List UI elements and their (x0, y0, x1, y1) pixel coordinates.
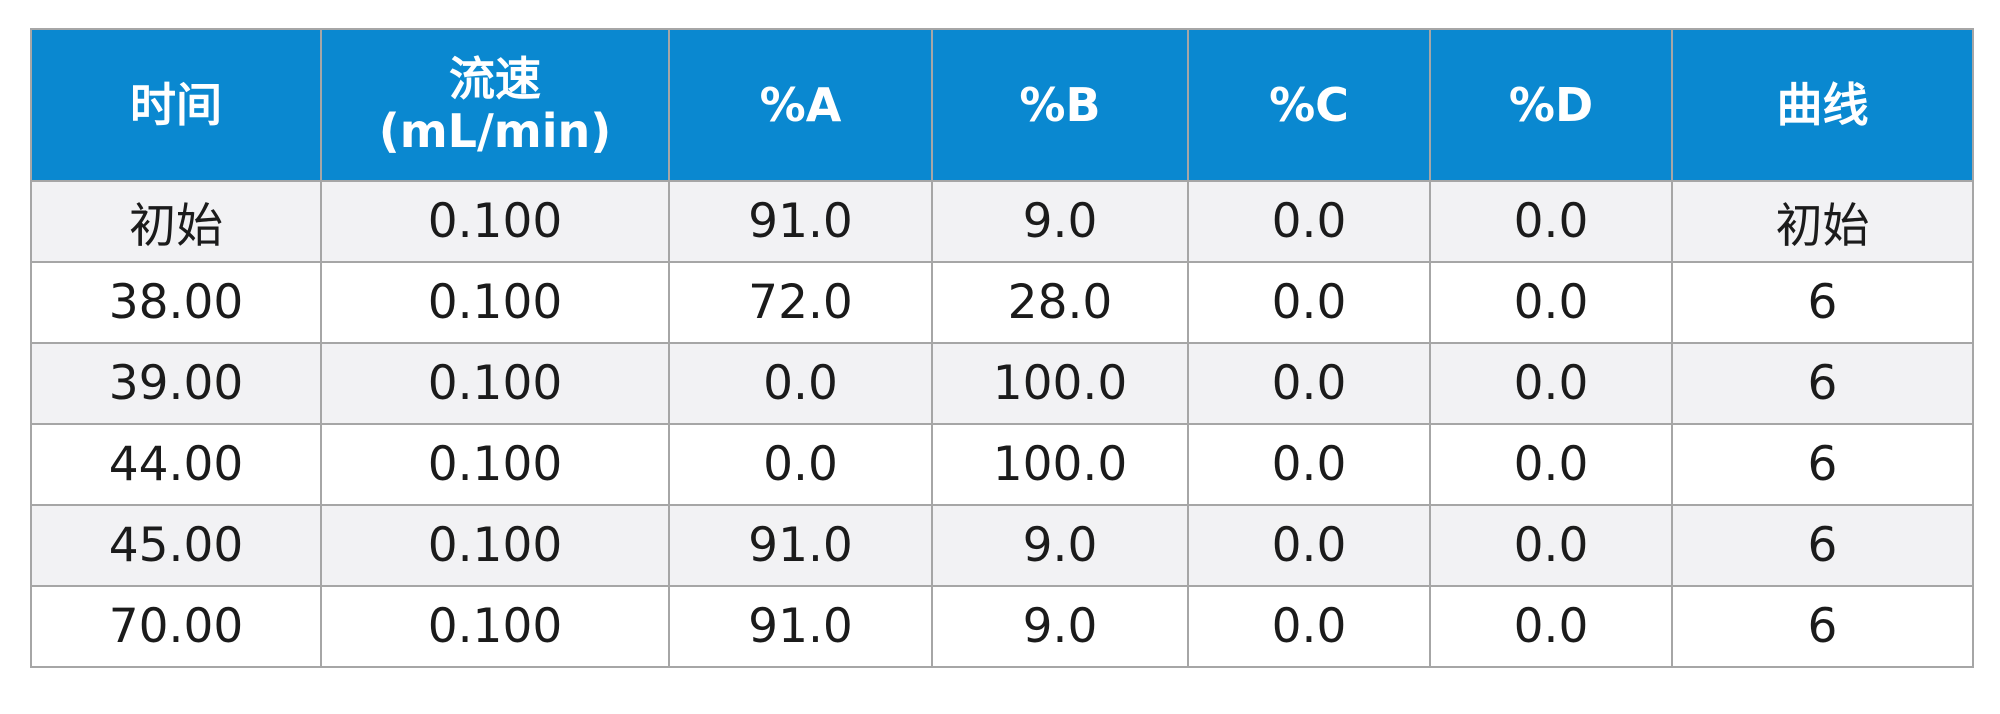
cell-time: 初始 (30, 180, 322, 263)
cell-percent-d: 0.0 (1429, 504, 1673, 587)
cell-percent-c: 0.0 (1187, 342, 1431, 425)
cell-percent-a: 91.0 (668, 504, 933, 587)
cell-percent-b: 100.0 (931, 423, 1189, 506)
cell-curve: 6 (1671, 585, 1974, 668)
header-time: 时间 (30, 28, 322, 182)
cell-percent-c: 0.0 (1187, 261, 1431, 344)
table-row: 70.00 0.100 91.0 9.0 0.0 0.0 6 (30, 585, 1974, 668)
cell-percent-a: 0.0 (668, 423, 933, 506)
cell-percent-a: 0.0 (668, 342, 933, 425)
header-percent-b: %B (931, 28, 1189, 182)
table-row: 45.00 0.100 91.0 9.0 0.0 0.0 6 (30, 504, 1974, 587)
cell-percent-c: 0.0 (1187, 504, 1431, 587)
cell-flow-rate: 0.100 (320, 342, 670, 425)
cell-percent-d: 0.0 (1429, 585, 1673, 668)
cell-percent-b: 28.0 (931, 261, 1189, 344)
cell-percent-b: 9.0 (931, 585, 1189, 668)
table-row: 39.00 0.100 0.0 100.0 0.0 0.0 6 (30, 342, 1974, 425)
gradient-table: 时间 流速 (mL/min) %A %B %C %D 曲线 初始 0.100 91… (30, 28, 1974, 668)
cell-time: 70.00 (30, 585, 322, 668)
cell-percent-a: 91.0 (668, 585, 933, 668)
cell-percent-d: 0.0 (1429, 180, 1673, 263)
cell-percent-d: 0.0 (1429, 423, 1673, 506)
header-row: 时间 流速 (mL/min) %A %B %C %D 曲线 (30, 28, 1974, 182)
cell-curve: 6 (1671, 261, 1974, 344)
table-row: 38.00 0.100 72.0 28.0 0.0 0.0 6 (30, 261, 1974, 344)
cell-flow-rate: 0.100 (320, 585, 670, 668)
cell-percent-a: 91.0 (668, 180, 933, 263)
cell-percent-c: 0.0 (1187, 585, 1431, 668)
cell-curve: 6 (1671, 342, 1974, 425)
table-row: 44.00 0.100 0.0 100.0 0.0 0.0 6 (30, 423, 1974, 506)
header-flow-rate: 流速 (mL/min) (320, 28, 670, 182)
cell-flow-rate: 0.100 (320, 180, 670, 263)
cell-percent-d: 0.0 (1429, 261, 1673, 344)
cell-curve: 初始 (1671, 180, 1974, 263)
cell-percent-d: 0.0 (1429, 342, 1673, 425)
cell-time: 45.00 (30, 504, 322, 587)
cell-flow-rate: 0.100 (320, 423, 670, 506)
header-percent-d: %D (1429, 28, 1673, 182)
header-percent-a: %A (668, 28, 933, 182)
cell-percent-b: 100.0 (931, 342, 1189, 425)
cell-curve: 6 (1671, 423, 1974, 506)
cell-percent-c: 0.0 (1187, 180, 1431, 263)
cell-flow-rate: 0.100 (320, 261, 670, 344)
table-row: 初始 0.100 91.0 9.0 0.0 0.0 初始 (30, 180, 1974, 263)
gradient-table-container: 时间 流速 (mL/min) %A %B %C %D 曲线 初始 0.100 91… (30, 28, 1974, 668)
cell-curve: 6 (1671, 504, 1974, 587)
header-curve: 曲线 (1671, 28, 1974, 182)
cell-percent-b: 9.0 (931, 180, 1189, 263)
cell-flow-rate: 0.100 (320, 504, 670, 587)
cell-percent-b: 9.0 (931, 504, 1189, 587)
cell-time: 44.00 (30, 423, 322, 506)
cell-percent-c: 0.0 (1187, 423, 1431, 506)
cell-percent-a: 72.0 (668, 261, 933, 344)
header-percent-c: %C (1187, 28, 1431, 182)
cell-time: 38.00 (30, 261, 322, 344)
cell-time: 39.00 (30, 342, 322, 425)
